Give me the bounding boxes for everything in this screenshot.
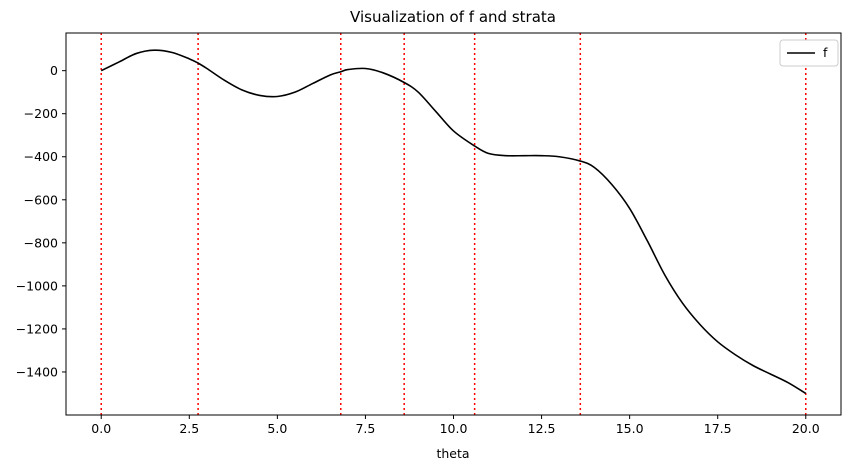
series-line-f (100, 49, 807, 395)
x-tick-label-6: 15.0 (616, 421, 644, 436)
x-tick-label-3: 7.5 (355, 421, 375, 436)
legend-label-f: f (823, 45, 828, 60)
x-tick-label-5: 12.5 (528, 421, 556, 436)
y-tick-label-1: −200 (24, 106, 58, 121)
y-tick-label-4: −800 (24, 235, 58, 250)
y-tick-label-6: −1200 (16, 321, 58, 336)
plot-area: 0.0 2.5 5.0 7.5 10.0 12.5 15.0 17.5 20.0 0 −200 −40… (16, 32, 842, 436)
x-tick-label-2: 5.0 (267, 421, 287, 436)
legend: f (779, 39, 839, 67)
x-tick-label-1: 2.5 (179, 421, 199, 436)
y-tick-label-0: 0 (50, 63, 58, 78)
x-tick-label-4: 10.0 (440, 421, 468, 436)
x-axis-label: theta (436, 446, 469, 461)
y-tick-label-5: −1000 (16, 278, 58, 293)
plot-frame (65, 32, 842, 416)
y-tick-label-2: −400 (24, 149, 58, 164)
y-tick-label-3: −600 (24, 192, 58, 207)
x-tick-label-7: 17.5 (704, 421, 732, 436)
x-tick-label-8: 20.0 (792, 421, 820, 436)
x-tick-label-0: 0.0 (91, 421, 111, 436)
y-tick-label-7: −1400 (16, 364, 58, 379)
chart-title: Visualization of f and strata (350, 8, 556, 26)
